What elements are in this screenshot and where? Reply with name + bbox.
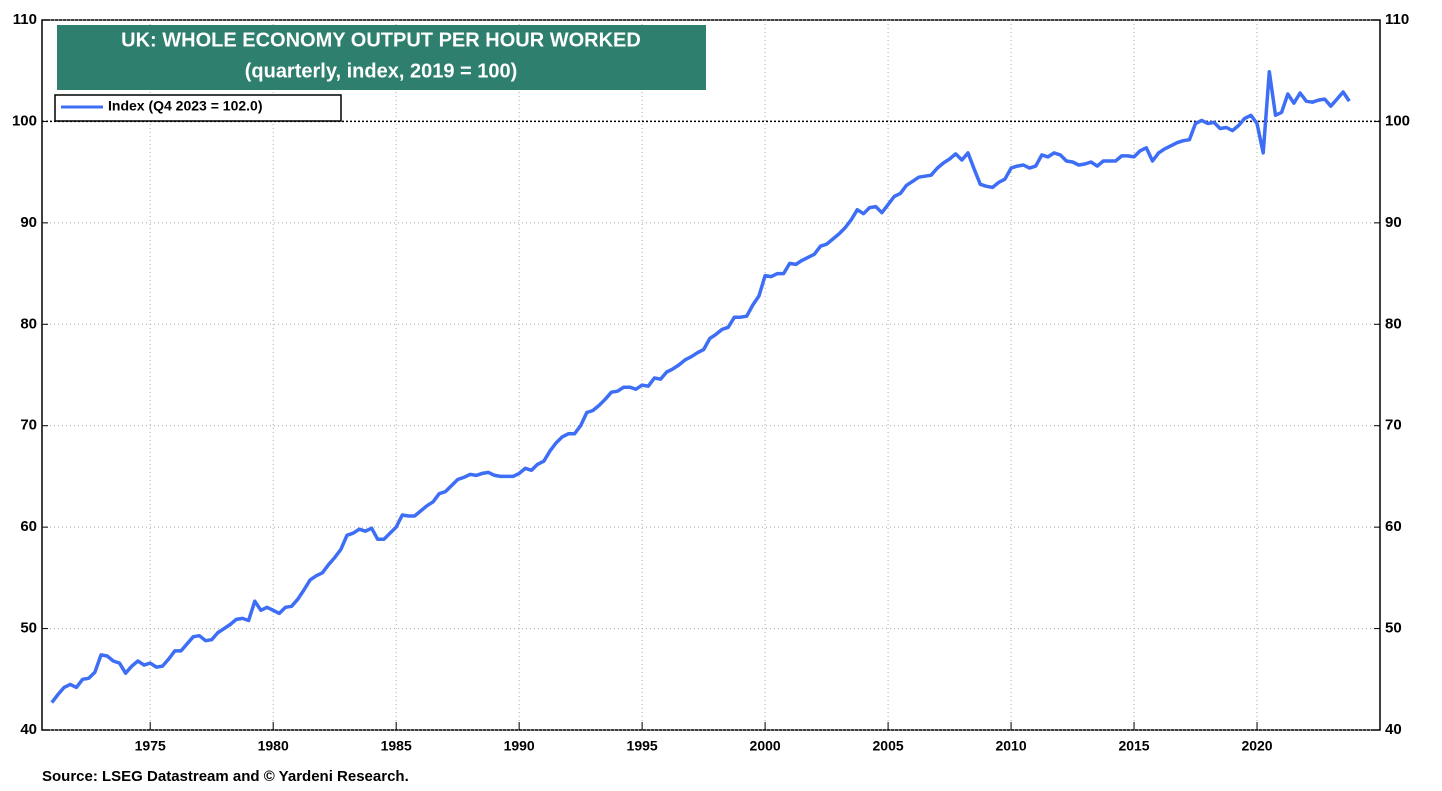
x-tick-label: 2020 bbox=[1241, 738, 1272, 754]
y2-tick-label: 80 bbox=[1385, 315, 1402, 332]
x-tick-label: 1985 bbox=[381, 738, 412, 754]
x-tick-label: 2005 bbox=[873, 738, 904, 754]
y2-tick-label: 100 bbox=[1385, 112, 1410, 129]
y2-tick-label: 40 bbox=[1385, 721, 1402, 738]
y-tick-label: 60 bbox=[20, 518, 37, 535]
legend-label: Index (Q4 2023 = 102.0) bbox=[108, 98, 262, 114]
y2-tick-label: 60 bbox=[1385, 518, 1402, 535]
y-tick-label: 80 bbox=[20, 315, 37, 332]
source-note: Source: LSEG Datastream and © Yardeni Re… bbox=[42, 768, 409, 785]
x-tick-label: 2015 bbox=[1118, 738, 1149, 754]
y2-tick-label: 90 bbox=[1385, 214, 1402, 231]
y2-tick-label: 110 bbox=[1385, 11, 1409, 28]
lines bbox=[50, 69, 1351, 704]
x-tick-label: 1995 bbox=[627, 738, 658, 754]
legend: Index (Q4 2023 = 102.0) bbox=[54, 94, 342, 122]
title-box bbox=[57, 25, 706, 90]
x-tick-label: 2000 bbox=[750, 738, 781, 754]
x-tick-label: 2010 bbox=[995, 738, 1026, 754]
x-tick-label: 1990 bbox=[504, 738, 535, 754]
x-tick-label: 1975 bbox=[135, 738, 166, 754]
y-tick-label: 70 bbox=[20, 417, 37, 434]
plot-frame bbox=[41, 19, 1381, 731]
data-line bbox=[50, 69, 1351, 704]
y-tick-label: 100 bbox=[12, 112, 37, 129]
grid bbox=[42, 19, 1380, 731]
chart-subtitle: (quarterly, index, 2019 = 100) bbox=[245, 60, 518, 82]
y-tick-label: 110 bbox=[13, 11, 37, 28]
y-tick-label: 50 bbox=[20, 620, 37, 637]
x-tick-label: 1980 bbox=[258, 738, 289, 754]
y2-tick-label: 70 bbox=[1385, 417, 1402, 434]
y2-tick-label: 50 bbox=[1385, 620, 1402, 637]
chart-title: UK: WHOLE ECONOMY OUTPUT PER HOUR WORKED bbox=[121, 29, 641, 51]
y-tick-label: 90 bbox=[20, 214, 37, 231]
y-tick-label: 40 bbox=[20, 721, 37, 738]
